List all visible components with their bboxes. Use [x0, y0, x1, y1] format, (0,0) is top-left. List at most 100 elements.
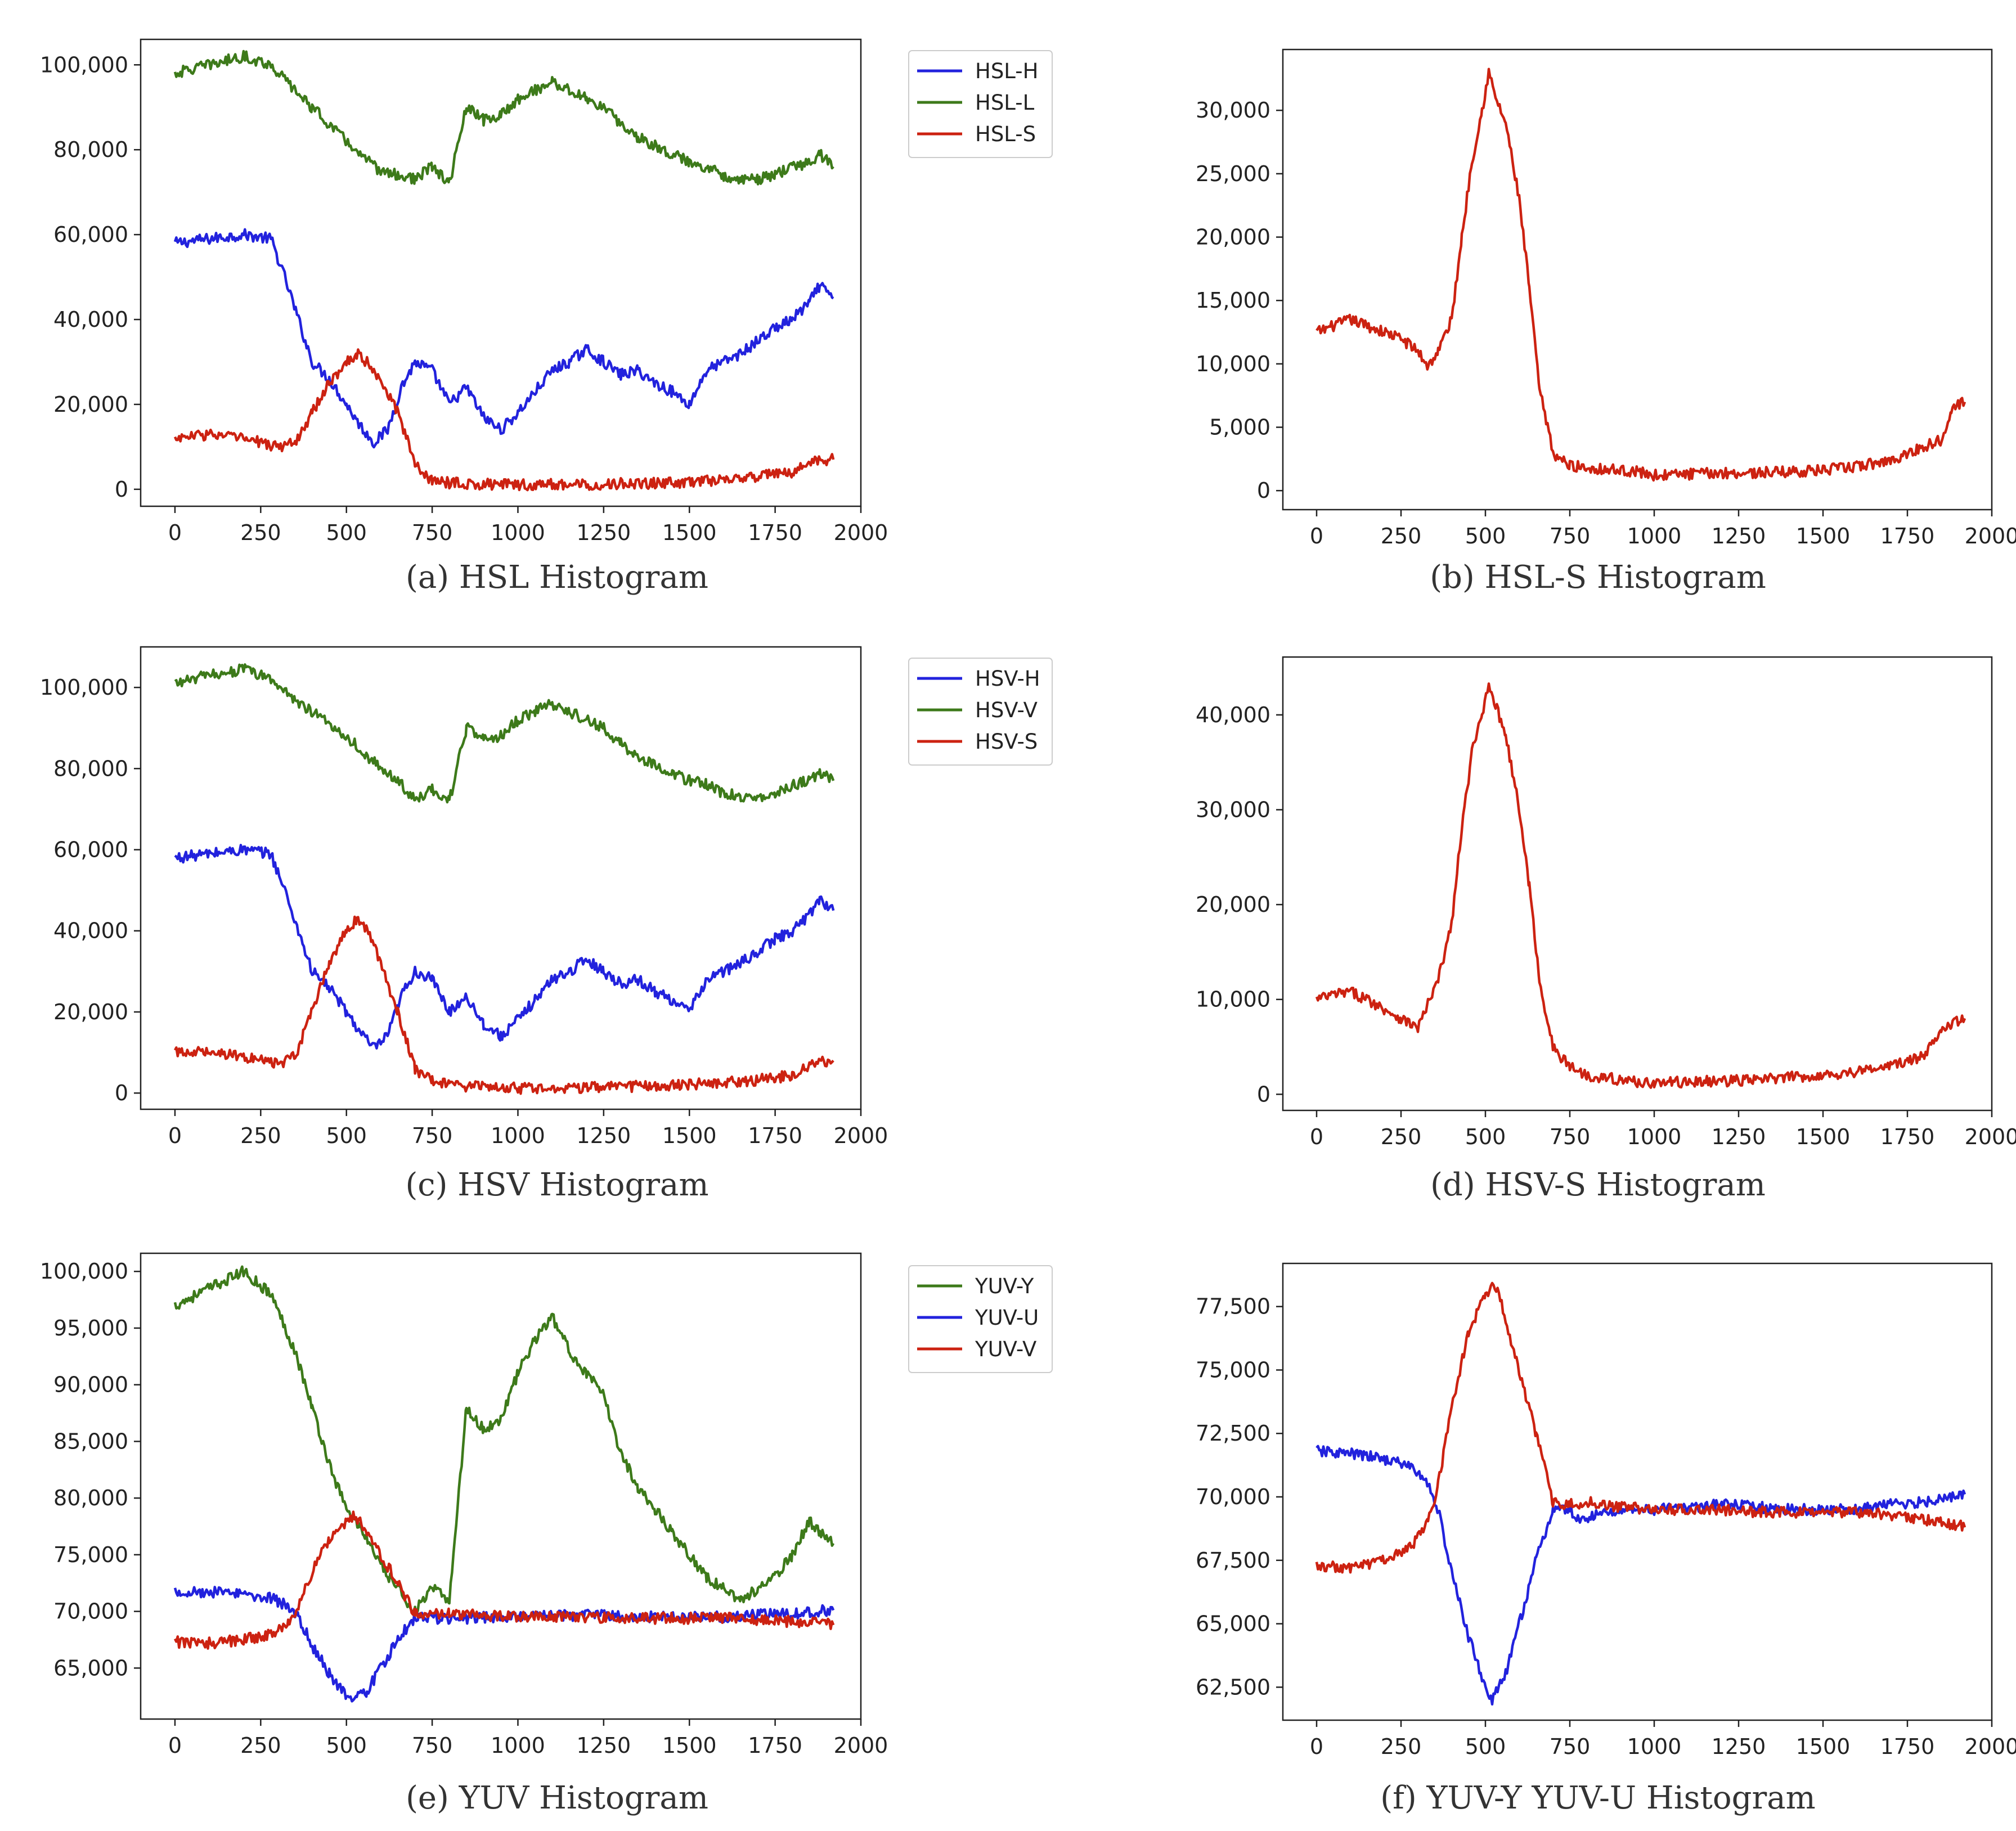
x-tick-label: 750 — [1550, 1124, 1591, 1149]
y-tick-label: 0 — [1257, 478, 1270, 503]
y-tick-label: 15,000 — [1196, 288, 1270, 313]
y-tick-label: 30,000 — [1196, 98, 1270, 123]
y-tick-label: 72,500 — [1196, 1421, 1270, 1446]
chart-panel-c: 0 250 500 750 1000 1250 1500 1750 2000 0 20,000 40,… — [40, 646, 1053, 1203]
legend-label-yuv-u: YUV-U — [975, 1306, 1039, 1330]
x-tick-label: 1500 — [662, 1733, 717, 1758]
y-tick-label: 100,000 — [40, 675, 128, 700]
x-tick-label: 1250 — [1712, 1734, 1766, 1759]
legend-label-yuv-v: YUV-V — [975, 1337, 1036, 1361]
y-tick-label: 10,000 — [1196, 352, 1270, 376]
x-tick-label: 0 — [1310, 524, 1323, 548]
x-tick-label: 250 — [1381, 1124, 1422, 1149]
y-tick-label: 10,000 — [1196, 987, 1270, 1012]
x-tick-label: 1500 — [662, 1123, 717, 1148]
y-tick-label: 75,000 — [53, 1542, 128, 1567]
x-tick-label: 1000 — [1627, 524, 1682, 548]
chart-panel-f: 0 250 500 750 1000 1250 1500 1750 2000 62,500 65,0… — [1196, 1262, 2016, 1816]
y-tick-label: 30,000 — [1196, 797, 1270, 822]
legend-box — [908, 658, 1053, 766]
y-tick-label: 85,000 — [53, 1429, 128, 1454]
x-tick-label: 750 — [412, 1123, 453, 1148]
y-tick-label: 20,000 — [1196, 225, 1270, 250]
x-tick-label: 750 — [412, 1733, 453, 1758]
y-tick-label: 0 — [115, 1081, 128, 1105]
series-line-hsl-s — [1315, 68, 1966, 482]
x-tick-label: 0 — [1310, 1734, 1323, 1759]
y-tick-label: 70,000 — [53, 1599, 128, 1624]
x-tick-label: 1250 — [576, 1123, 631, 1148]
series-line-hsv-v — [174, 663, 835, 804]
x-tick-label: 2000 — [1965, 1124, 2016, 1149]
x-tick-label: 750 — [412, 520, 453, 545]
y-tick-label: 20,000 — [53, 392, 128, 417]
y-tick-label: 40,000 — [53, 919, 128, 943]
x-tick-label: 1000 — [491, 1733, 545, 1758]
x-tick-label: 0 — [168, 1733, 182, 1758]
x-tick-label: 1000 — [1627, 1734, 1682, 1759]
legend-box — [908, 1265, 1053, 1373]
legend: HSL-H HSL-L HSL-S — [908, 50, 1053, 158]
legend-label-hsv-h: HSV-H — [975, 667, 1040, 691]
x-tick-label: 1750 — [1880, 1124, 1935, 1149]
series-line-hsv-s — [1315, 682, 1966, 1089]
x-tick-label: 750 — [1550, 1734, 1591, 1759]
x-tick-label: 2000 — [1965, 1734, 2016, 1759]
x-tick-label: 1750 — [748, 1123, 802, 1148]
y-tick-label: 95,000 — [53, 1316, 128, 1340]
x-tick-label: 1750 — [1880, 1734, 1935, 1759]
series-line-hsv-s — [174, 915, 834, 1095]
y-tick-label: 80,000 — [53, 756, 128, 781]
legend-label-hsl-s: HSL-S — [975, 122, 1036, 146]
x-tick-label: 1500 — [1796, 524, 1851, 548]
x-tick-label: 1000 — [1627, 1124, 1682, 1149]
series-line-yuv-y — [173, 1265, 835, 1616]
series-line-yuv-v — [1315, 1281, 1966, 1574]
y-tick-label: 67,500 — [1196, 1548, 1270, 1573]
x-tick-label: 0 — [168, 1123, 182, 1148]
caption-e: (e) YUV Histogram — [406, 1780, 708, 1816]
x-tick-label: 1500 — [662, 520, 717, 545]
caption-f: (f) YUV-Y YUV-U Histogram — [1380, 1780, 1815, 1816]
x-tick-label: 1250 — [1712, 1124, 1766, 1149]
caption-b: (b) HSL-S Histogram — [1430, 559, 1766, 596]
x-tick-label: 1750 — [748, 520, 802, 545]
series-line-yuv-u — [1315, 1445, 1966, 1706]
x-tick-label: 2000 — [834, 1123, 888, 1148]
y-tick-label: 100,000 — [40, 1259, 128, 1284]
x-tick-label: 500 — [326, 1733, 367, 1758]
legend-label-hsl-l: HSL-L — [975, 91, 1035, 115]
plot-frame — [140, 1252, 862, 1720]
legend-label-hsv-v: HSV-V — [975, 698, 1038, 722]
series-line-hsv-h — [174, 844, 835, 1050]
x-tick-label: 1250 — [1712, 524, 1766, 548]
legend-label-yuv-y: YUV-Y — [975, 1274, 1034, 1298]
y-tick-label: 75,000 — [1196, 1357, 1270, 1382]
chart-panel-b: 0 250 500 750 1000 1250 1500 1750 2000 0 5,000 10,0… — [1196, 48, 2016, 596]
x-tick-label: 250 — [1381, 1734, 1422, 1759]
y-tick-label: 62,500 — [1196, 1675, 1270, 1699]
chart-panel-a: 0 250 500 750 1000 1250 1500 1750 2000 0 20,000 40,… — [40, 38, 1053, 596]
series-line-yuv-v — [173, 1510, 835, 1650]
y-tick-label: 90,000 — [53, 1373, 128, 1397]
x-tick-label: 500 — [326, 520, 367, 545]
caption-a: (a) HSL Histogram — [406, 559, 708, 596]
chart-panel-d: 0 250 500 750 1000 1250 1500 1750 2000 0 10,000 20,… — [1196, 656, 2016, 1203]
x-tick-label: 1500 — [1796, 1124, 1851, 1149]
y-tick-label: 65,000 — [1196, 1612, 1270, 1636]
legend: YUV-Y YUV-U YUV-V — [908, 1265, 1053, 1373]
x-tick-label: 500 — [326, 1123, 367, 1148]
y-tick-label: 100,000 — [40, 52, 128, 77]
plot-frame — [140, 646, 862, 1110]
y-tick-label: 5,000 — [1209, 415, 1270, 440]
y-tick-label: 25,000 — [1196, 161, 1270, 186]
chart-panel-e: 0 250 500 750 1000 1250 1500 1750 2000 65,000 70,0… — [40, 1252, 1053, 1816]
y-tick-label: 20,000 — [53, 1000, 128, 1024]
x-tick-label: 2000 — [1965, 524, 2016, 548]
x-tick-label: 1750 — [1880, 524, 1935, 548]
x-tick-label: 2000 — [834, 520, 888, 545]
y-tick-label: 0 — [1257, 1082, 1270, 1106]
caption-c: (c) HSV Histogram — [405, 1167, 708, 1203]
x-tick-label: 250 — [240, 1123, 281, 1148]
